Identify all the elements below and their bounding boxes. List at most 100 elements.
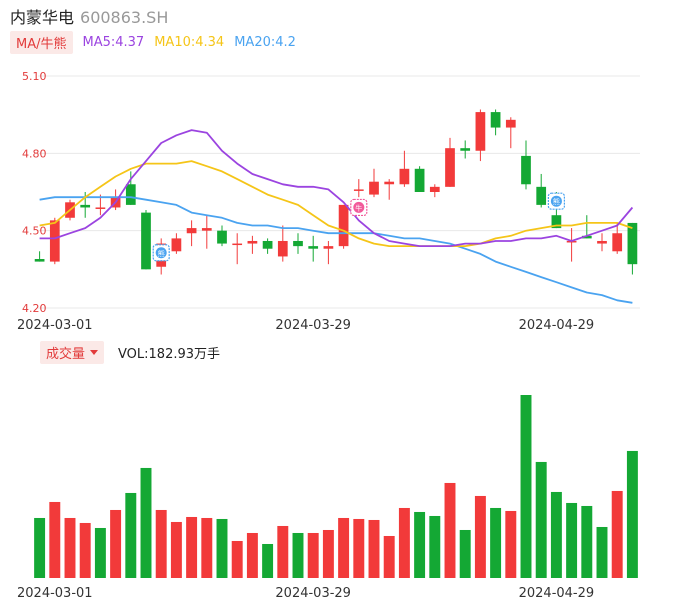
candle-body: [217, 230, 227, 244]
volume-tag-label: 成交量: [46, 346, 86, 362]
bull-bear-badge-label: 牛: [355, 203, 362, 212]
volume-bar: [201, 517, 213, 578]
candle-body: [171, 238, 182, 252]
date-tick-label: 2024-03-29: [275, 318, 351, 333]
volume-bar: [353, 518, 365, 578]
volume-bar: [398, 507, 410, 578]
bull-bear-badge-dot: [353, 201, 365, 213]
candle-body: [369, 181, 379, 195]
date-tick-label: 2024-04-29: [519, 586, 595, 601]
ma10-legend: MA10:4.34: [154, 34, 225, 50]
volume-bar: [125, 492, 137, 578]
volume-bar: [94, 527, 106, 578]
ma5-line: [39, 129, 634, 248]
volume-bar: [490, 507, 502, 578]
volume-bar: [444, 482, 456, 578]
candle-body: [353, 189, 364, 191]
stock-code: 600863.SH: [80, 8, 169, 27]
candle-body: [414, 168, 425, 192]
ma20-legend: MA20:4.2: [234, 34, 296, 50]
volume-bar: [520, 395, 532, 578]
candle-body: [95, 207, 106, 209]
volume-bar: [429, 515, 441, 578]
candle-body: [293, 240, 303, 247]
volume-bar: [49, 501, 61, 578]
volume-bar: [505, 510, 517, 578]
candle-body: [201, 228, 212, 231]
volume-bar: [626, 450, 638, 578]
candle-body: [597, 240, 607, 244]
candle-body: [475, 112, 486, 151]
volume-bar: [414, 511, 426, 578]
candle-body: [80, 204, 91, 208]
ma10-line: [39, 160, 633, 248]
volume-bar: [322, 529, 334, 578]
candle-body: [521, 155, 531, 185]
ma-indicator-tag[interactable]: MA/牛熊: [10, 30, 73, 54]
stock-name: 内蒙华电: [10, 8, 75, 27]
candle-body: [490, 112, 501, 128]
price-tick-label: 5.10: [22, 70, 47, 83]
volume-bar: [611, 490, 623, 578]
candle-body: [186, 228, 197, 234]
bull-bear-badge-label: 熊: [553, 197, 560, 206]
date-tick-label: 2024-04-29: [519, 318, 595, 333]
candle-body: [125, 184, 136, 205]
volume-bar: [566, 502, 578, 578]
date-tick-label: 2024-03-01: [17, 586, 93, 601]
volume-bar: [368, 519, 380, 578]
bull-bear-badge-dot: [155, 247, 167, 259]
candle-body: [49, 220, 60, 262]
stock-header: 内蒙华电 600863.SH: [10, 4, 168, 28]
volume-legend: 成交量 VOL:182.93万手: [40, 340, 221, 364]
volume-bar: [581, 505, 593, 578]
volume-bar: [277, 525, 289, 578]
ma5-legend: MA5:4.37: [82, 34, 145, 50]
candle-body: [581, 235, 592, 239]
candle-body: [141, 212, 151, 270]
candle-body: [308, 246, 319, 249]
candle-body: [232, 243, 243, 246]
volume-bar: [292, 532, 304, 578]
candle-body: [460, 148, 471, 151]
volume-bar: [140, 467, 152, 578]
candle-body: [338, 204, 349, 247]
price-tick-label: 4.80: [22, 147, 47, 160]
volume-bar: [474, 495, 486, 578]
ma20-line: [39, 196, 633, 304]
volume-bar: [535, 461, 547, 578]
volume-bar: [231, 540, 243, 578]
candle-body: [323, 246, 334, 249]
volume-bar: [186, 516, 198, 578]
volume-indicator-tag[interactable]: 成交量: [40, 340, 105, 364]
volume-bar: [262, 543, 274, 578]
candle-body: [612, 233, 623, 252]
candle-body: [627, 222, 638, 265]
candle-body: [429, 186, 440, 192]
candle-body: [262, 240, 273, 249]
candle-body: [445, 148, 455, 187]
price-tick-label: 4.50: [22, 225, 47, 238]
volume-bar: [110, 509, 122, 578]
volume-bar: [79, 522, 91, 578]
volume-bar: [338, 517, 350, 578]
candle-body: [34, 259, 45, 262]
bull-bear-badge-dot: [550, 195, 562, 207]
volume-bar: [216, 518, 228, 578]
candle-body: [247, 240, 258, 244]
candle-body: [505, 119, 516, 128]
volume-bar: [459, 529, 471, 578]
bull-bear-badge-label: 熊: [158, 249, 165, 258]
volume-bar: [155, 509, 167, 578]
volume-bar: [246, 532, 258, 578]
date-tick-label: 2024-03-29: [275, 586, 351, 601]
volume-bar: [550, 491, 562, 578]
volume-bar: [383, 535, 395, 578]
ma-legend: MA/牛熊 MA5:4.37 MA10:4.34 MA20:4.2: [10, 30, 296, 54]
candle-body: [277, 240, 288, 257]
volume-value: VOL:182.93万手: [118, 346, 221, 362]
date-tick-label: 2024-03-01: [17, 318, 93, 333]
volume-bar: [64, 517, 76, 578]
candle-body: [536, 186, 547, 205]
